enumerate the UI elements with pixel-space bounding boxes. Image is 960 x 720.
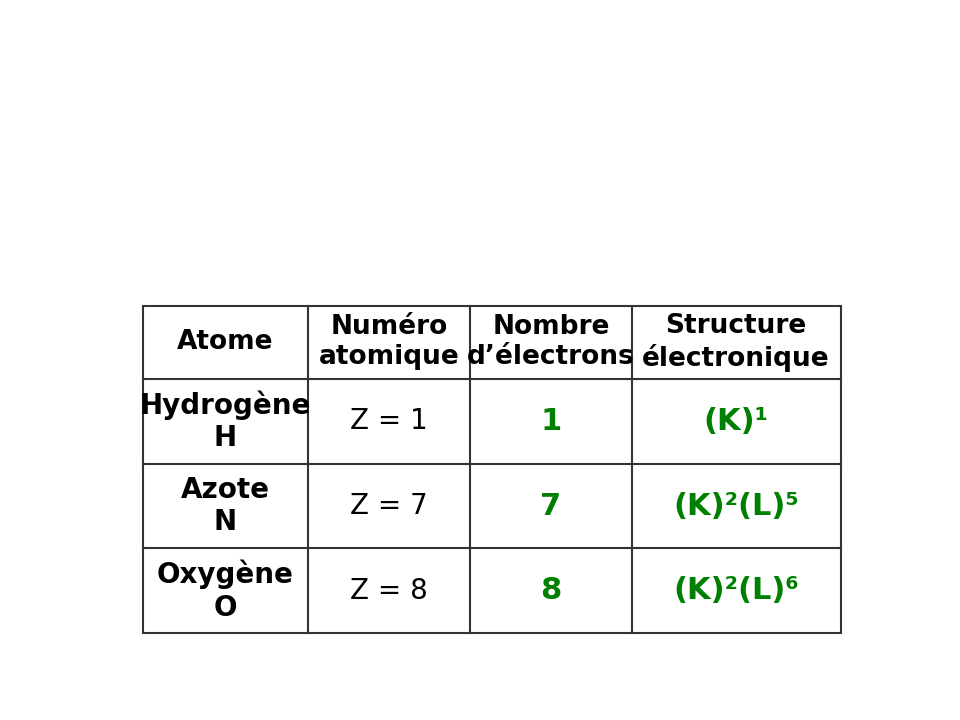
- Text: Numéro
atomique: Numéro atomique: [319, 315, 459, 370]
- Text: Structure
électronique: Structure électronique: [642, 313, 830, 372]
- Text: 1: 1: [540, 407, 562, 436]
- Text: Azote
N: Azote N: [180, 476, 270, 536]
- Text: 8: 8: [540, 576, 562, 606]
- Text: (K)²(L)⁶: (K)²(L)⁶: [673, 576, 799, 606]
- Bar: [143, 306, 841, 633]
- Text: Z = 8: Z = 8: [350, 577, 428, 605]
- Text: Z = 1: Z = 1: [350, 408, 428, 436]
- Text: (K)¹: (K)¹: [704, 407, 769, 436]
- Text: (K)²(L)⁵: (K)²(L)⁵: [673, 492, 799, 521]
- Text: Oxygène
O: Oxygène O: [157, 560, 294, 621]
- Text: Hydrogène
H: Hydrogène H: [140, 390, 311, 452]
- Text: Z = 7: Z = 7: [350, 492, 428, 520]
- Text: Nombre
d’électrons: Nombre d’électrons: [467, 315, 635, 370]
- Text: 7: 7: [540, 492, 562, 521]
- Text: Atome: Atome: [178, 330, 274, 356]
